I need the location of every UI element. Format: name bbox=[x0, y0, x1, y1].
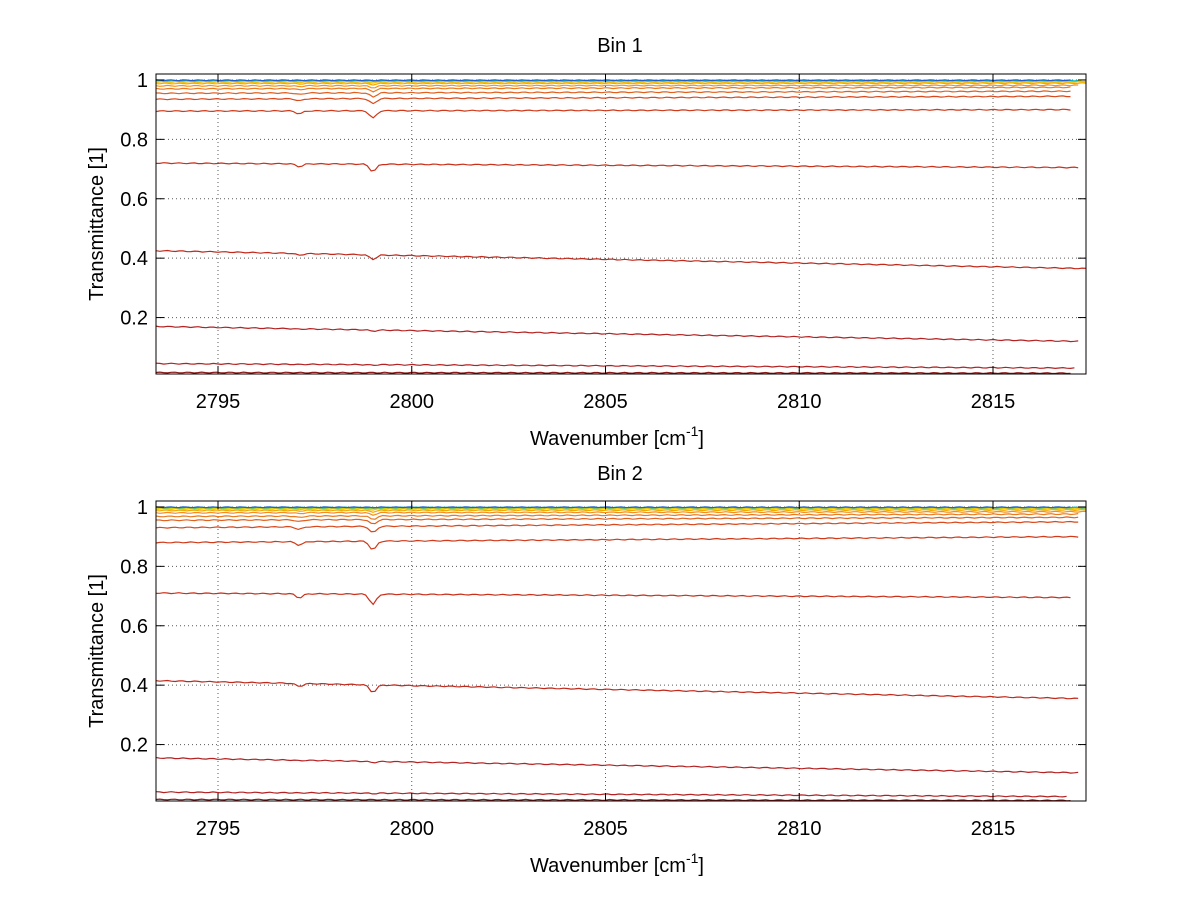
series-line bbox=[155, 508, 1087, 513]
x-tick-label: 2810 bbox=[777, 818, 822, 840]
series-line bbox=[155, 362, 1075, 370]
series-line bbox=[155, 756, 1079, 774]
series-line bbox=[156, 162, 1079, 172]
x-tick-label: 2805 bbox=[583, 818, 628, 840]
x-tick-label: 2800 bbox=[390, 391, 435, 413]
x-axis-label-main: Wavenumber [cm bbox=[530, 855, 686, 877]
y-tick-label: 0.2 bbox=[120, 735, 148, 757]
y-tick-label: 0.8 bbox=[120, 556, 148, 578]
x-axis-label: Wavenumber [cm-1] bbox=[530, 423, 704, 450]
series-line bbox=[155, 679, 1079, 700]
series-group bbox=[155, 79, 1087, 375]
x-axis-label-superscript: -1 bbox=[686, 423, 699, 439]
y-tick-label: 0.6 bbox=[120, 189, 148, 211]
series-line bbox=[155, 506, 1071, 509]
y-tick-label: 1 bbox=[137, 70, 148, 92]
series-line bbox=[155, 507, 1087, 511]
chart-title: Bin 1 bbox=[597, 35, 643, 57]
y-axis-label: Transmittance [1] bbox=[86, 574, 108, 728]
series-line bbox=[155, 82, 1087, 86]
series-line bbox=[155, 510, 1086, 516]
plot-frame bbox=[155, 500, 1087, 802]
series-line bbox=[155, 84, 1079, 89]
x-tick-label: 2795 bbox=[196, 818, 241, 840]
x-tick-label: 2815 bbox=[971, 818, 1016, 840]
chart-title: Bin 2 bbox=[597, 463, 643, 485]
series-line bbox=[155, 79, 1071, 82]
x-axis-label-tail: ] bbox=[698, 428, 704, 450]
y-tick-label: 0.6 bbox=[120, 616, 148, 638]
series-line bbox=[155, 95, 1071, 105]
x-tick-label: 2805 bbox=[583, 391, 628, 413]
x-axis-label-superscript: -1 bbox=[686, 850, 699, 866]
y-tick-label: 0.4 bbox=[120, 248, 148, 270]
series-line bbox=[155, 108, 1071, 119]
series-line bbox=[155, 249, 1087, 270]
plot-frame bbox=[155, 73, 1087, 375]
grid bbox=[156, 501, 1086, 801]
x-tick-label: 2800 bbox=[390, 818, 435, 840]
series-line bbox=[155, 513, 1079, 520]
x-axis-label-tail: ] bbox=[698, 855, 704, 877]
series-line bbox=[155, 791, 1067, 798]
chart-panel-bin-1: Bin 1 2795 2800 2805 2810 28150.20.40.60.81 … bbox=[86, 35, 1087, 450]
y-axis-label: Transmittance [1] bbox=[86, 147, 108, 301]
series-line bbox=[156, 90, 1071, 98]
series-line bbox=[155, 535, 1079, 550]
x-axis-label-main: Wavenumber [cm bbox=[530, 428, 686, 450]
series-line bbox=[155, 592, 1071, 606]
ticks: 2795 2800 2805 2810 2815 0.2 0.4 0.6 0.8 1 bbox=[120, 497, 1086, 840]
y-tick-label: 1 bbox=[137, 497, 148, 519]
x-tick-label: 2815 bbox=[971, 391, 1016, 413]
x-axis-label: Wavenumber [cm-1] bbox=[530, 850, 704, 877]
series-line bbox=[155, 86, 1071, 93]
y-tick-label: 0.4 bbox=[120, 675, 148, 697]
ticks: 2795 2800 2805 2810 2815 0.2 0.4 0.6 0.8 1 bbox=[120, 70, 1086, 413]
series-line bbox=[155, 798, 1071, 802]
y-tick-label: 0.2 bbox=[120, 308, 148, 330]
x-tick-label: 2795 bbox=[196, 391, 241, 413]
series-line bbox=[156, 516, 1079, 525]
x-tick-label: 2810 bbox=[777, 391, 822, 413]
series-line bbox=[155, 371, 1071, 375]
series-line bbox=[155, 325, 1079, 343]
series-group bbox=[155, 506, 1087, 802]
y-tick-label: 0.8 bbox=[120, 129, 148, 151]
chart-panel-bin-2: Bin 2 2795 2800 2805 2810 28150.20.40.60.81 … bbox=[86, 463, 1087, 877]
series-line bbox=[155, 520, 1079, 533]
